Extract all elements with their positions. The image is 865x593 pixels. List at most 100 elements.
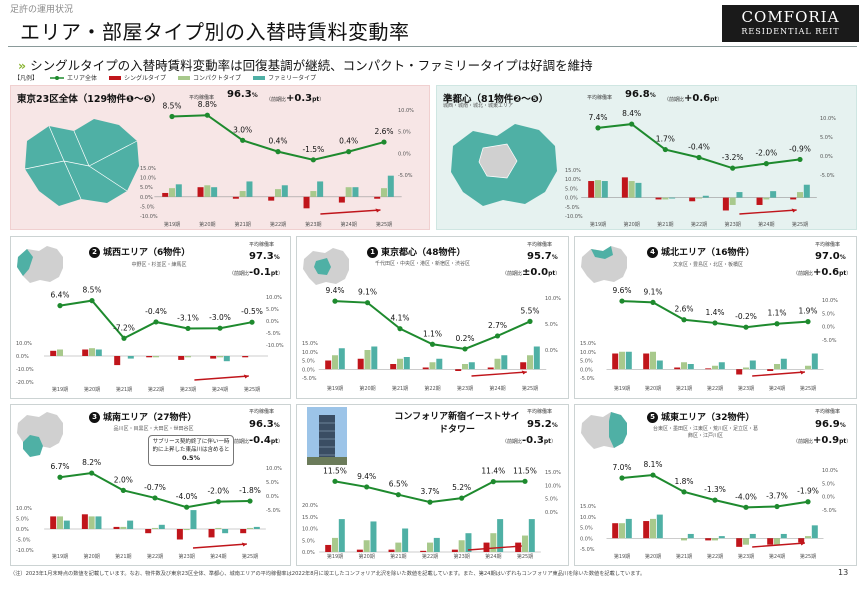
legend-label: ファミリータイプ xyxy=(268,75,317,82)
bar-axis-tick: 15.0% xyxy=(140,166,156,172)
bar-single xyxy=(705,538,712,541)
bar-family xyxy=(780,358,787,370)
panel-title: 準都心（81物件❷～❺） xyxy=(443,94,549,105)
bar-axis-tick: 10.0% xyxy=(302,527,318,533)
data-label: 1.8% xyxy=(674,477,693,486)
bar-single xyxy=(240,529,247,534)
line-point xyxy=(185,325,191,332)
bar-single xyxy=(588,181,595,198)
category-label: 第21期 xyxy=(392,385,408,392)
tokyo-map-icon xyxy=(24,119,139,206)
swatch-icon xyxy=(178,75,191,80)
line-point xyxy=(89,470,95,476)
line-axis-tick: 10.0% xyxy=(822,298,838,304)
bar-compact xyxy=(397,358,403,370)
category-label: 第20期 xyxy=(645,385,661,392)
bar-compact xyxy=(805,365,811,370)
bar-family xyxy=(436,358,443,370)
line-point xyxy=(121,335,127,341)
bar-compact xyxy=(153,356,159,358)
line-axis-tick: 5.0% xyxy=(820,135,833,141)
bar-family xyxy=(780,533,787,539)
bar-single xyxy=(356,549,363,552)
line-point xyxy=(619,298,625,304)
bar-single xyxy=(451,549,458,552)
bar-family xyxy=(63,520,70,529)
data-label: -3.7% xyxy=(766,492,788,501)
legend-item-compact: コンパクトタイプ xyxy=(178,73,241,82)
line-axis-tick: 10.0% xyxy=(545,296,561,302)
bar-family xyxy=(158,524,165,529)
legend-label: シングルタイプ xyxy=(124,75,167,82)
line-point xyxy=(184,504,190,510)
bar-axis-tick: 10.0% xyxy=(302,350,318,356)
bar-axis-tick: -5.0% xyxy=(580,547,595,553)
occ-value: 96.3% xyxy=(249,419,280,430)
page-title: エリア・部屋タイプ別の入替時賃料変動率 xyxy=(20,20,410,44)
chg-prefix: （前期比 xyxy=(793,439,814,445)
panel-title: 5 城東エリア（32物件） xyxy=(647,410,755,423)
chg-suffix: ） xyxy=(717,97,723,103)
occ-label: 平均稼働率 xyxy=(249,242,275,248)
bar-axis-tick: 0.0% xyxy=(565,196,578,202)
area-number-badge: 2 xyxy=(89,247,100,258)
bar-family xyxy=(811,353,818,370)
line-point xyxy=(217,325,223,331)
bar-single xyxy=(621,177,628,198)
occ-value: 95.7% xyxy=(527,251,558,262)
line-axis-tick: -5.0% xyxy=(820,173,835,179)
data-label: 9.4% xyxy=(325,286,344,295)
chg-suffix: ） xyxy=(846,271,852,277)
bar-compact xyxy=(595,180,601,198)
data-label: 0.4% xyxy=(268,137,287,146)
category-label: 第21期 xyxy=(676,385,692,392)
bar-compact xyxy=(275,189,281,197)
bar-axis-tick: 15.0% xyxy=(302,515,318,521)
occ-label: 平均稼働率 xyxy=(815,409,841,415)
bar-axis-tick: 5.0% xyxy=(302,538,315,544)
line-axis-tick: 10.0% xyxy=(820,116,836,122)
line-axis-tick: -5.0% xyxy=(822,508,837,514)
line-marker-icon xyxy=(50,75,65,80)
logo-line2: RESIDENTIAL REIT xyxy=(741,27,840,36)
line-point xyxy=(619,475,625,481)
data-label: 8.4% xyxy=(622,109,641,118)
line-axis-tick: -5.0% xyxy=(822,338,837,344)
category-label: 第25期 xyxy=(800,553,816,560)
trend-arrow-icon xyxy=(752,371,805,377)
bar-axis-tick: 5.0% xyxy=(580,526,593,532)
bar-compact xyxy=(522,535,528,552)
bar-single xyxy=(705,368,712,370)
data-label: 5.2% xyxy=(452,483,471,492)
page-subtitle: » シングルタイプの入替時賃料変動率は回復基調が継続、コンパクト・ファミリータイプ… xyxy=(18,55,593,74)
line-point xyxy=(204,112,210,118)
page-number: 13 xyxy=(838,568,849,577)
category-label: 第23期 xyxy=(457,385,473,392)
line-point xyxy=(346,149,352,155)
bar-compact xyxy=(247,527,253,529)
area-number-badge: 5 xyxy=(647,412,658,423)
occ-value: 96.8% xyxy=(625,89,656,100)
bar-single xyxy=(374,196,381,199)
panel-desc: 城西・城南・城北・城東エリア xyxy=(443,103,514,109)
bar-compact xyxy=(490,533,497,552)
bar-single xyxy=(232,196,239,199)
chg-suffix: ） xyxy=(551,439,557,445)
bar-family xyxy=(501,355,508,370)
line-point xyxy=(490,479,496,485)
category-label: 第22期 xyxy=(422,553,438,560)
chg-prefix: （前期比 xyxy=(502,439,523,445)
category-label: 第19期 xyxy=(327,553,343,560)
category-label: 第22期 xyxy=(424,385,440,392)
line-axis-tick: 0.0% xyxy=(822,495,835,501)
trend-arrow-icon xyxy=(194,375,249,381)
bar-axis-tick: 5.0% xyxy=(565,186,578,192)
category-label: 第23期 xyxy=(738,385,754,392)
bar-axis-tick: 5.0% xyxy=(16,517,29,523)
category-label: 第19期 xyxy=(327,385,343,392)
trend-arrow-icon xyxy=(752,542,805,548)
data-label: -3.2% xyxy=(722,153,744,162)
bar-family xyxy=(528,519,535,552)
bar-compact xyxy=(185,356,191,358)
occ-label: 平均稼働率 xyxy=(249,409,275,415)
